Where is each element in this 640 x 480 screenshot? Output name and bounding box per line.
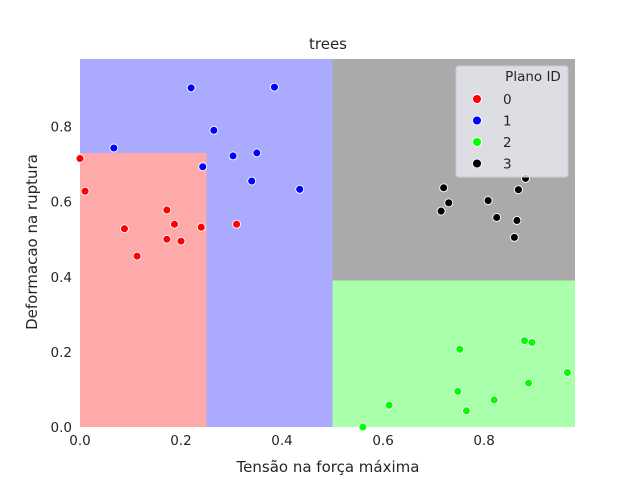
point-class-1 [247, 176, 257, 186]
point-class-3 [439, 183, 449, 193]
legend-marker-3 [472, 158, 482, 169]
point-class-3 [512, 216, 522, 225]
point-class-2 [520, 336, 529, 346]
point-class-1 [109, 143, 119, 153]
point-class-3 [436, 206, 446, 216]
point-class-0 [80, 186, 90, 196]
region-class-0 [80, 152, 207, 427]
legend-marker-2 [472, 137, 482, 147]
point-class-1 [270, 82, 279, 92]
point-class-2 [461, 406, 471, 416]
x-axis-label: Tensão na força máxima [236, 458, 420, 476]
point-class-0 [176, 236, 186, 246]
x-tick-label: 0.4 [271, 433, 292, 449]
legend-box [455, 65, 569, 178]
point-class-1 [209, 125, 219, 135]
point-class-2 [384, 400, 394, 410]
legend-items: 0 1 2 3 [472, 92, 512, 173]
y-axis-label: Deformacao na ruptura [23, 154, 41, 330]
point-class-2 [358, 422, 368, 432]
point-class-1 [186, 83, 196, 93]
point-class-0 [132, 251, 142, 261]
point-class-2 [524, 378, 533, 388]
point-class-1 [228, 151, 238, 161]
point-class-0 [162, 205, 172, 215]
point-class-1 [252, 148, 262, 158]
y-tick-label: 0.8 [51, 120, 72, 136]
point-class-2 [527, 338, 537, 347]
legend-marker-0 [472, 94, 482, 104]
point-class-0 [196, 222, 206, 232]
point-class-2 [453, 386, 463, 396]
y-tick-label: 0.4 [51, 270, 72, 286]
region-class-1 [80, 59, 333, 153]
region-class-1 [206, 152, 333, 427]
point-class-2 [455, 344, 465, 354]
point-class-2 [489, 395, 499, 405]
point-class-1 [295, 184, 305, 194]
point-class-3 [444, 198, 454, 208]
point-class-0 [75, 154, 85, 163]
y-tick-label: 0.6 [51, 195, 72, 211]
legend-label-0: 0 [503, 92, 512, 108]
point-class-3 [509, 232, 519, 242]
point-class-3 [492, 213, 502, 222]
legend: Plano ID 0 1 2 3 [455, 65, 569, 178]
x-tick-label: 0.0 [69, 433, 90, 449]
point-class-0 [162, 234, 172, 244]
point-class-2 [562, 368, 572, 378]
point-class-1 [198, 162, 208, 172]
legend-title: Plano ID [505, 69, 561, 85]
legend-label-3: 3 [503, 157, 512, 173]
axis-ticks: 0.0 0.2 0.4 0.6 0.8 0.0 0.2 0.4 0.6 0.8 [51, 120, 495, 449]
point-class-0 [170, 219, 179, 229]
point-class-3 [483, 196, 493, 206]
x-tick-label: 0.8 [473, 433, 494, 449]
y-tick-label: 0.2 [51, 345, 72, 361]
x-tick-label: 0.6 [372, 433, 393, 449]
x-tick-label: 0.2 [170, 433, 191, 449]
point-class-0 [232, 219, 242, 229]
point-class-3 [513, 185, 523, 195]
chart-title: trees [309, 35, 347, 53]
legend-marker-1 [472, 115, 482, 126]
legend-label-2: 2 [503, 135, 512, 151]
legend-label-1: 1 [503, 114, 512, 130]
region-class-2 [332, 280, 575, 427]
data-points [75, 82, 572, 432]
y-tick-label: 0.0 [51, 420, 72, 436]
point-class-0 [119, 224, 129, 234]
